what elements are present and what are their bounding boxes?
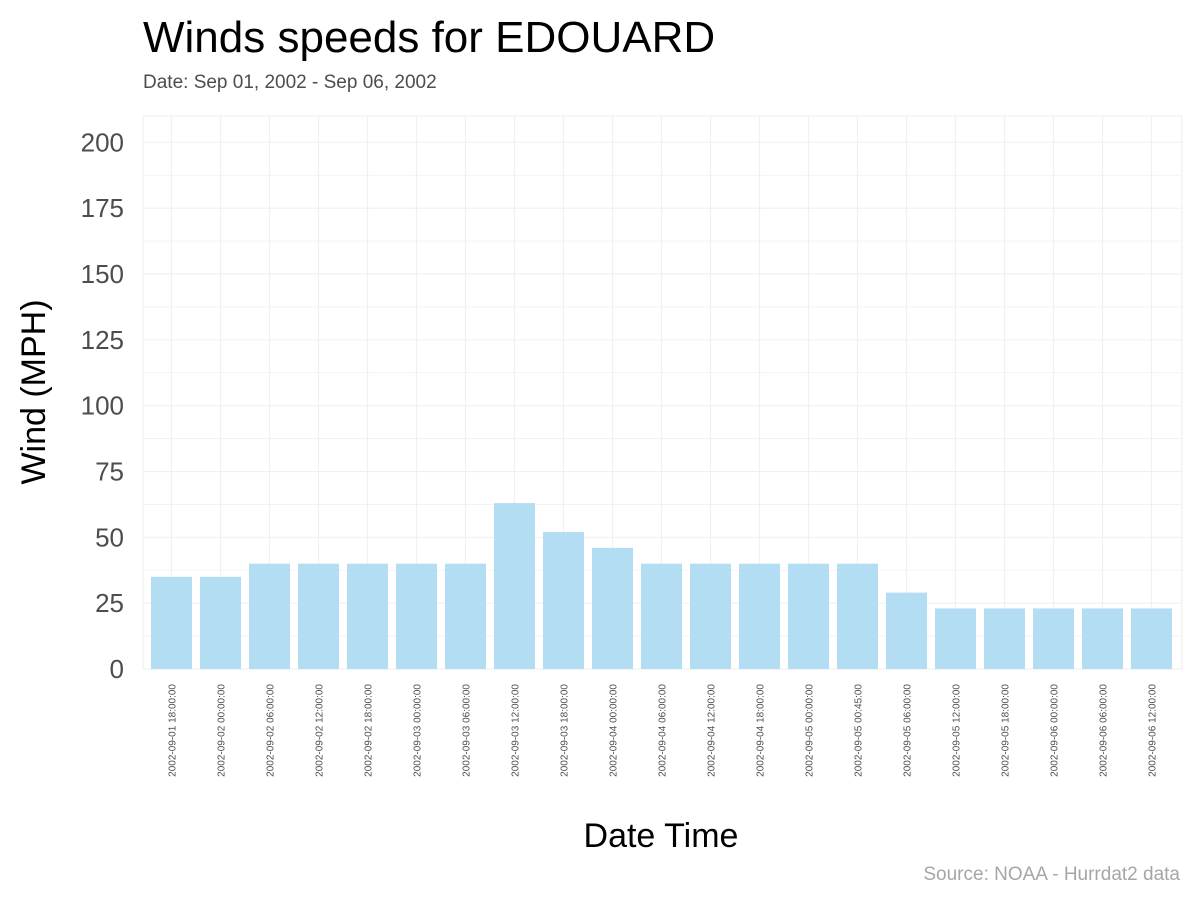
y-axis-title: Wind (MPH) [15, 299, 53, 484]
source-caption: Source: NOAA - Hurrdat2 data [923, 864, 1180, 885]
bar [690, 563, 731, 669]
y-tick-label: 75 [95, 457, 124, 487]
x-tick-label: 2002-09-05 12:00:00 [952, 684, 963, 777]
x-tick-label: 2002-09-06 00:00:00 [1050, 684, 1061, 777]
bar [249, 563, 290, 669]
bar [886, 592, 927, 669]
bar [347, 563, 388, 669]
bar [396, 563, 437, 669]
bar [984, 608, 1025, 669]
x-tick-label: 2002-09-05 00:45:00 [854, 684, 865, 777]
y-tick-label: 25 [95, 588, 124, 618]
x-tick-label: 2002-09-04 12:00:00 [707, 684, 718, 777]
y-tick-label: 50 [95, 522, 124, 552]
x-tick-label: 2002-09-02 06:00:00 [266, 684, 277, 777]
bar [837, 563, 878, 669]
x-tick-label: 2002-09-05 06:00:00 [903, 684, 914, 777]
bars [151, 503, 1172, 669]
x-axis-title: Date Time [584, 817, 739, 855]
bar [739, 563, 780, 669]
x-tick-label: 2002-09-05 18:00:00 [1001, 684, 1012, 777]
x-axis-ticks: 2002-09-01 18:00:00 2002-09-02 00:00:00 20… [168, 684, 1159, 777]
y-axis-ticks: 0 25 50 75 100 125 150 175 200 [81, 127, 124, 684]
y-tick-label: 150 [81, 259, 124, 289]
x-tick-label: 2002-09-01 18:00:00 [168, 684, 179, 777]
bar [151, 576, 192, 669]
bar [543, 532, 584, 669]
x-tick-label: 2002-09-02 12:00:00 [315, 684, 326, 777]
x-tick-label: 2002-09-03 12:00:00 [511, 684, 522, 777]
x-tick-label: 2002-09-06 12:00:00 [1148, 684, 1159, 777]
x-tick-label: 2002-09-03 00:00:00 [413, 684, 424, 777]
y-tick-label: 175 [81, 193, 124, 223]
bar [1082, 608, 1123, 669]
x-tick-label: 2002-09-04 00:00:00 [609, 684, 620, 777]
y-tick-label: 200 [81, 127, 124, 157]
bar [1131, 608, 1172, 669]
x-tick-label: 2002-09-03 18:00:00 [560, 684, 571, 777]
bar [298, 563, 339, 669]
bar [494, 503, 535, 669]
x-tick-label: 2002-09-03 06:00:00 [462, 684, 473, 777]
x-tick-label: 2002-09-05 00:00:00 [805, 684, 816, 777]
bar [935, 608, 976, 669]
bar [641, 563, 682, 669]
x-tick-label: 2002-09-02 00:00:00 [217, 684, 228, 777]
bar [445, 563, 486, 669]
x-tick-label: 2002-09-02 18:00:00 [364, 684, 375, 777]
y-tick-label: 0 [110, 654, 124, 684]
y-tick-label: 125 [81, 325, 124, 355]
bar [788, 563, 829, 669]
x-tick-label: 2002-09-04 06:00:00 [658, 684, 669, 777]
chart-subtitle: Date: Sep 01, 2002 - Sep 06, 2002 [143, 72, 437, 93]
bar [592, 547, 633, 669]
y-tick-label: 100 [81, 391, 124, 421]
bar [200, 576, 241, 669]
bar [1033, 608, 1074, 669]
x-tick-label: 2002-09-06 06:00:00 [1099, 684, 1110, 777]
chart-title: Winds speeds for EDOUARD [143, 13, 715, 62]
x-tick-label: 2002-09-04 18:00:00 [756, 684, 767, 777]
